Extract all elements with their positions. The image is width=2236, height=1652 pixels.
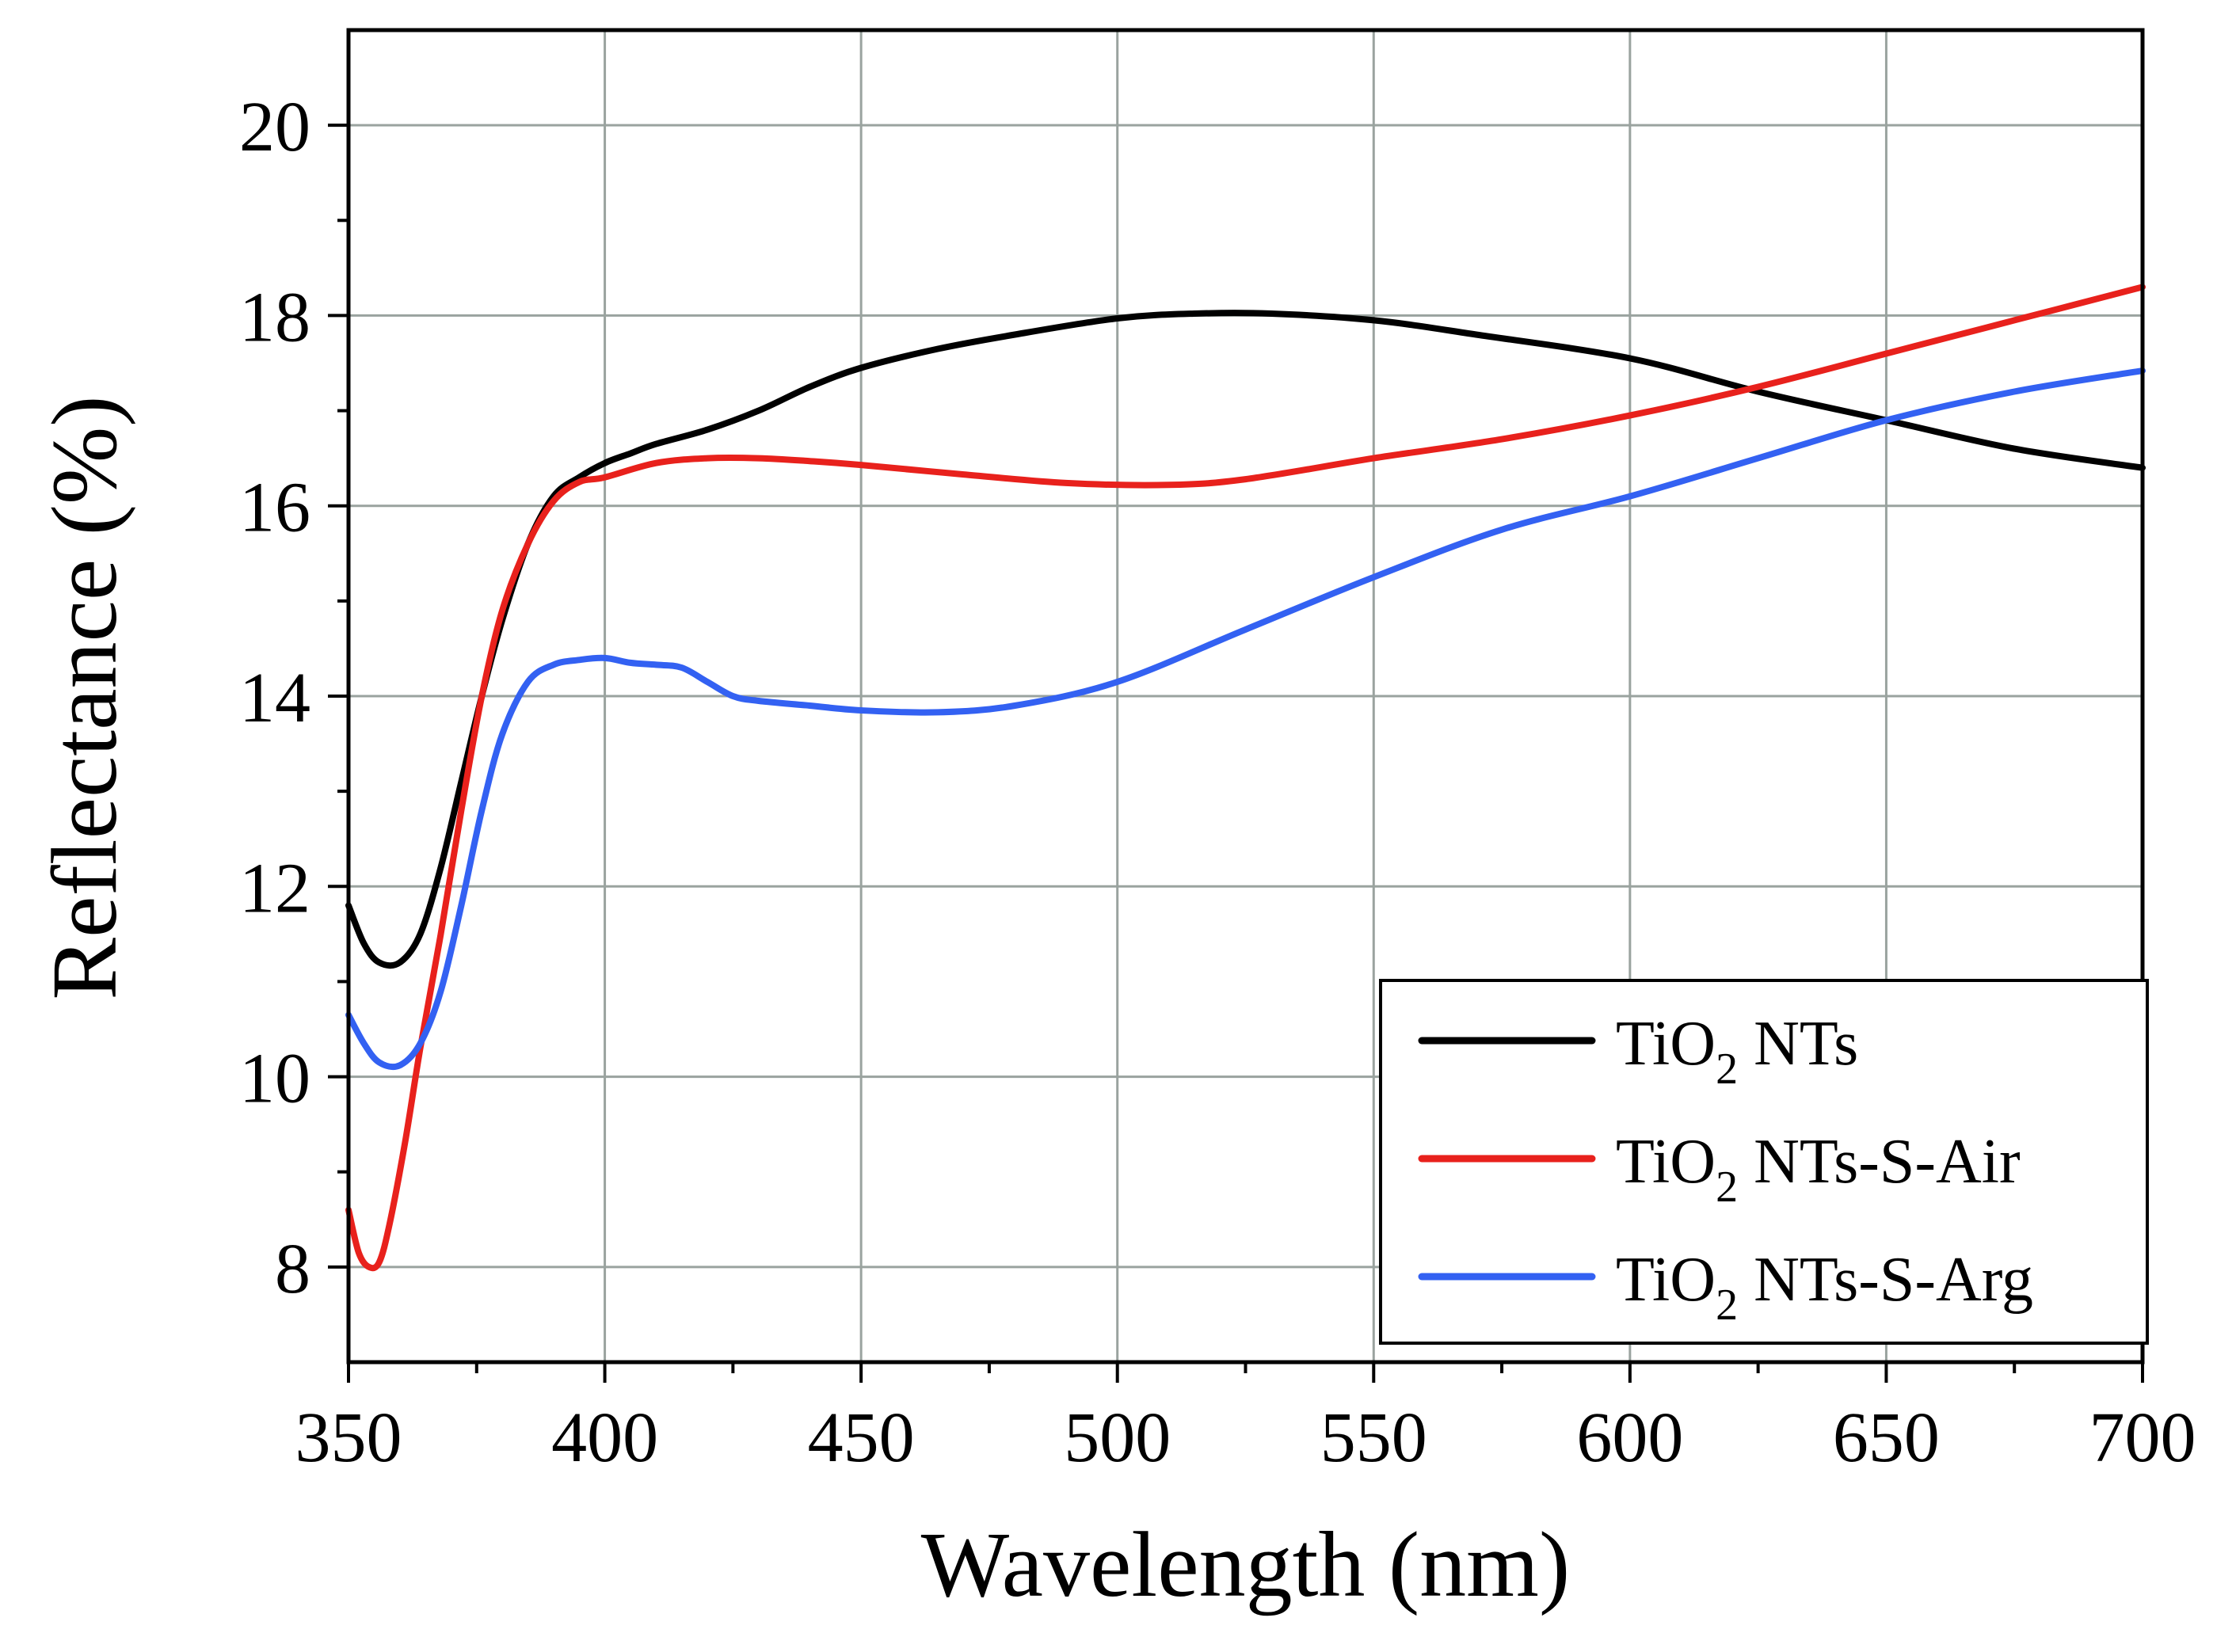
x-tick-label: 500 <box>1064 1399 1171 1477</box>
y-tick-label: 12 <box>239 849 310 927</box>
x-tick-label: 650 <box>1833 1399 1940 1477</box>
series-line-tio2-nts-s-air <box>345 284 2146 1272</box>
legend-entry-tio2-nts-s-air: TiO2 NTs-S-Air <box>1616 1127 2021 1212</box>
axis-ticks <box>328 124 2144 1383</box>
legend-entry-tio2-nts-s-arg: TiO2 NTs-S-Arg <box>1616 1245 2033 1330</box>
y-tick-label: 18 <box>239 278 310 356</box>
x-axis-title: Wavelength (nm) <box>921 1513 1571 1616</box>
y-tick-labels: 8 10 12 14 16 18 20 <box>239 88 310 1308</box>
legend-label-subscript: 2 <box>1716 1163 1738 1212</box>
legend-label-subscript: 2 <box>1716 1281 1738 1330</box>
y-tick-label: 8 <box>275 1230 310 1308</box>
x-tick-label: 350 <box>295 1399 402 1477</box>
x-tick-label: 600 <box>1576 1399 1683 1477</box>
y-axis-title: Reflectance (%) <box>32 395 136 999</box>
y-tick-label: 10 <box>239 1040 310 1118</box>
grid <box>349 30 2143 1362</box>
series-line-tio2-nts-s-arg <box>345 367 2146 1071</box>
y-tick-label: 14 <box>239 659 310 737</box>
legend-label-suffix: NTs <box>1738 1009 1858 1079</box>
x-tick-label: 550 <box>1320 1399 1427 1477</box>
legend-label-prefix: TiO <box>1616 1245 1716 1315</box>
legend-label-suffix: NTs-S-Arg <box>1738 1245 2033 1315</box>
legend-label-subscript: 2 <box>1716 1045 1738 1094</box>
y-tick-label: 20 <box>239 88 310 166</box>
x-tick-label: 450 <box>808 1399 915 1477</box>
series-layer <box>345 284 2146 1272</box>
x-tick-labels: 350 400 450 500 550 600 650 700 <box>295 1399 2196 1477</box>
x-tick-label: 400 <box>551 1399 658 1477</box>
x-tick-label: 700 <box>2089 1399 2196 1477</box>
legend-entry-tio2-nts: TiO2 NTs <box>1616 1009 1858 1094</box>
series-line-tio2-nts <box>345 310 2146 969</box>
legend-label-suffix: NTs-S-Air <box>1738 1127 2021 1197</box>
legend-label-prefix: TiO <box>1616 1009 1716 1079</box>
y-tick-label: 16 <box>239 469 310 547</box>
legend-label-prefix: TiO <box>1616 1127 1716 1197</box>
